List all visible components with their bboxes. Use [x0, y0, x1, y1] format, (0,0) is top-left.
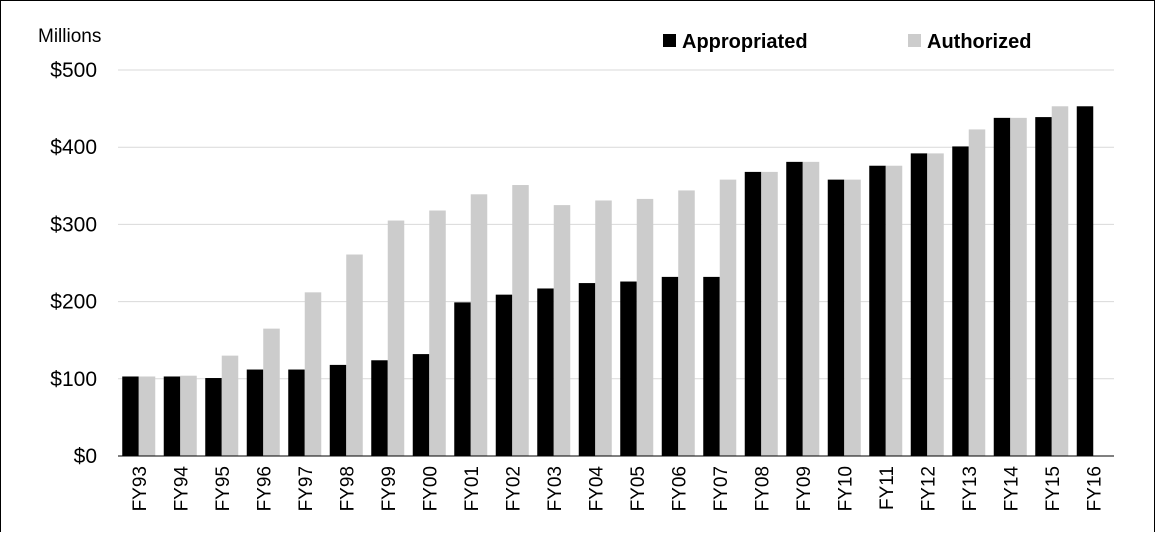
bar-appropriated-fy07	[703, 276, 720, 456]
bar-authorized-fy96	[263, 328, 280, 456]
x-tick-label: FY00	[420, 466, 441, 511]
bar-appropriated-fy15	[1035, 117, 1052, 456]
bar-authorized-fy99	[387, 220, 405, 456]
bar-appropriated-fy13	[952, 146, 969, 457]
x-tick-label: FY05	[628, 466, 649, 511]
bar-authorized-fy04	[595, 200, 612, 456]
bar-appropriated-fy02	[495, 294, 513, 456]
bar-appropriated-fy09	[786, 161, 803, 457]
x-tick-label: FY14	[1001, 466, 1022, 512]
gridlines	[118, 69, 1114, 380]
bar-authorized-fy09	[802, 161, 820, 457]
bar-appropriated-fy14	[993, 117, 1011, 456]
bar-authorized-fy08	[761, 171, 778, 457]
bar-authorized-fy14	[1010, 117, 1027, 456]
x-tick-label: FY94	[171, 466, 192, 512]
bar-appropriated-fy06	[661, 276, 679, 456]
x-tick-label: FY06	[669, 466, 690, 511]
bar-authorized-fy02	[512, 185, 529, 456]
x-tick-label: FY93	[130, 466, 151, 511]
bar-authorized-fy00	[429, 210, 446, 456]
bar-authorized-fy95	[221, 355, 239, 456]
bar-authorized-fy03	[553, 205, 571, 456]
x-tick-label: FY02	[503, 466, 524, 511]
bar-authorized-fy05	[636, 198, 654, 456]
bar-authorized-fy06	[678, 190, 695, 456]
x-tick-label: FY98	[337, 466, 358, 511]
x-tick-label: FY97	[296, 466, 317, 511]
y-tick-label: $300	[50, 213, 97, 236]
bar-appropriated-fy12	[910, 153, 928, 456]
bar-appropriated-fy03	[537, 288, 554, 456]
bar-appropriated-fy97	[288, 369, 305, 456]
bar-authorized-fy11	[885, 165, 903, 456]
y-tick-label: $0	[74, 445, 97, 468]
y-tick-label: $200	[50, 291, 97, 314]
x-tick-label: FY16	[1084, 466, 1105, 511]
y-tick-label: $100	[50, 368, 97, 391]
bar-authorized-fy07	[719, 179, 737, 456]
bar-appropriated-fy11	[869, 165, 886, 456]
x-tick-label: FY08	[752, 466, 773, 511]
bar-appropriated-fy93	[122, 376, 139, 456]
x-tick-label: FY03	[545, 466, 566, 511]
x-tick-label: FY99	[379, 466, 400, 511]
bar-appropriated-fy16	[1076, 106, 1094, 456]
y-tick-label: $500	[50, 59, 97, 82]
legend-swatch-appropriated	[663, 34, 676, 47]
bar-appropriated-fy05	[620, 281, 637, 456]
y-axis-tick-labels: $0 $100 $200 $300 $400 $500	[50, 59, 97, 468]
x-tick-label: FY15	[1043, 466, 1064, 511]
legend-label-appropriated: Appropriated	[682, 31, 808, 53]
bar-authorized-fy01	[470, 194, 488, 457]
bar-authorized-fy13	[968, 129, 986, 456]
bar-appropriated-fy08	[744, 171, 762, 457]
x-tick-label: FY01	[462, 466, 483, 511]
bar-authorized-fy12	[927, 153, 944, 456]
legend-label-authorized: Authorized	[927, 31, 1031, 53]
bar-authorized-fy98	[346, 254, 363, 456]
bar-authorized-fy97	[304, 292, 322, 456]
legend: Appropriated Authorized	[663, 31, 1031, 53]
x-tick-label: FY10	[835, 466, 856, 511]
bar-appropriated-fy98	[329, 364, 347, 456]
bar-appropriated-fy01	[454, 302, 471, 456]
x-axis-tick-labels: FY93 FY94 FY95 FY96 FY97 FY98 FY99 FY00 FY01 FY02…	[130, 466, 1106, 512]
bar-appropriated-fy94	[163, 376, 181, 456]
bar-authorized-fy10	[844, 179, 861, 456]
bar-appropriated-fy04	[578, 283, 596, 456]
bar-authorized-fy15	[1051, 106, 1069, 456]
x-tick-label: FY95	[213, 466, 234, 511]
x-tick-label: FY09	[794, 466, 815, 511]
x-tick-label: FY11	[877, 466, 898, 510]
bar-authorized-fy93	[138, 376, 156, 456]
x-tick-label: FY13	[960, 466, 981, 511]
y-axis-unit-label: Millions	[38, 26, 101, 47]
x-tick-label: FY04	[586, 466, 607, 512]
bars	[122, 106, 1094, 457]
bar-appropriated-fy10	[827, 179, 845, 456]
bar-appropriated-fy95	[205, 378, 222, 456]
bar-authorized-fy94	[180, 375, 197, 456]
legend-swatch-authorized	[908, 34, 921, 47]
x-tick-label: FY07	[711, 466, 732, 511]
bar-appropriated-fy00	[412, 354, 430, 456]
bar-appropriated-fy96	[246, 369, 264, 456]
x-tick-label: FY12	[918, 466, 939, 511]
bar-appropriated-fy99	[371, 360, 388, 456]
y-tick-label: $400	[50, 136, 97, 159]
x-tick-label: FY96	[254, 466, 275, 511]
